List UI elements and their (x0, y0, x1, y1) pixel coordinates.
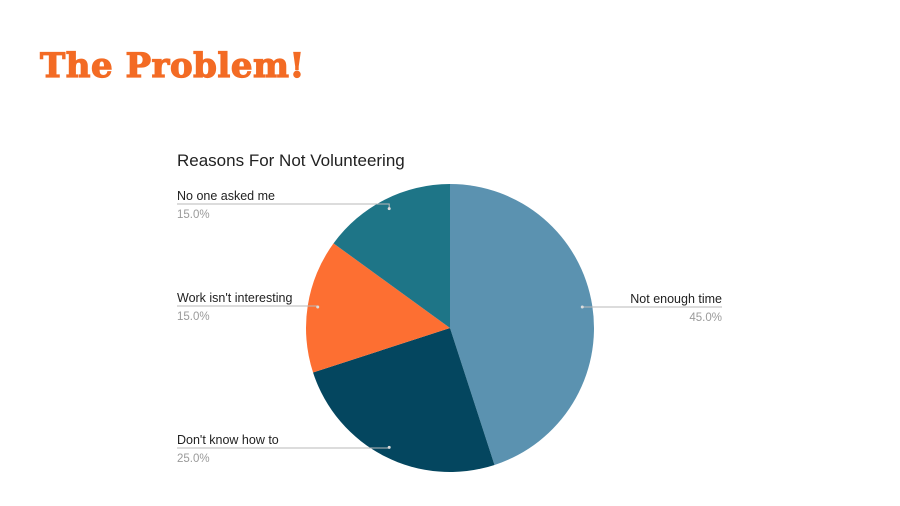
leader-dot-don-t-know-how-to (387, 445, 391, 449)
leader-dot-work-isn-t-interesting (316, 305, 320, 309)
slice-percent-don-t-know-how-to: 25.0% (177, 453, 210, 465)
slice-percent-no-one-asked-me: 15.0% (177, 209, 210, 221)
chart-title: Reasons For Not Volunteering (177, 151, 405, 170)
slice-labels: Not enough time 45.0% Don't know how to 25.… (177, 189, 722, 465)
leader-dot-no-one-asked-me (387, 207, 391, 211)
leader-line-no-one-asked-me (177, 203, 390, 209)
pie-slice-work-isn-t-interesting (306, 243, 450, 373)
slide-title: The Problem! (39, 45, 305, 86)
pie-slice-not-enough-time (450, 184, 595, 465)
slice-label-don-t-know-how-to: Don't know how to (177, 433, 279, 447)
slice-label-work-isn-t-interesting: Work isn't interesting (177, 291, 292, 305)
leader-line-don-t-know-how-to (177, 447, 390, 449)
leader-dot-not-enough-time (580, 305, 584, 309)
pie-slice-don-t-know-how-to (313, 328, 495, 472)
slice-label-not-enough-time: Not enough time (630, 292, 722, 306)
slice-label-no-one-asked-me: No one asked me (177, 189, 275, 203)
pie-slices (306, 184, 595, 472)
slice-percent-work-isn-t-interesting: 15.0% (177, 311, 210, 323)
slice-percent-not-enough-time: 45.0% (689, 312, 722, 324)
leader-lines (177, 203, 722, 449)
leader-line-work-isn-t-interesting (177, 305, 319, 308)
pie-slice-no-one-asked-me (333, 184, 450, 328)
